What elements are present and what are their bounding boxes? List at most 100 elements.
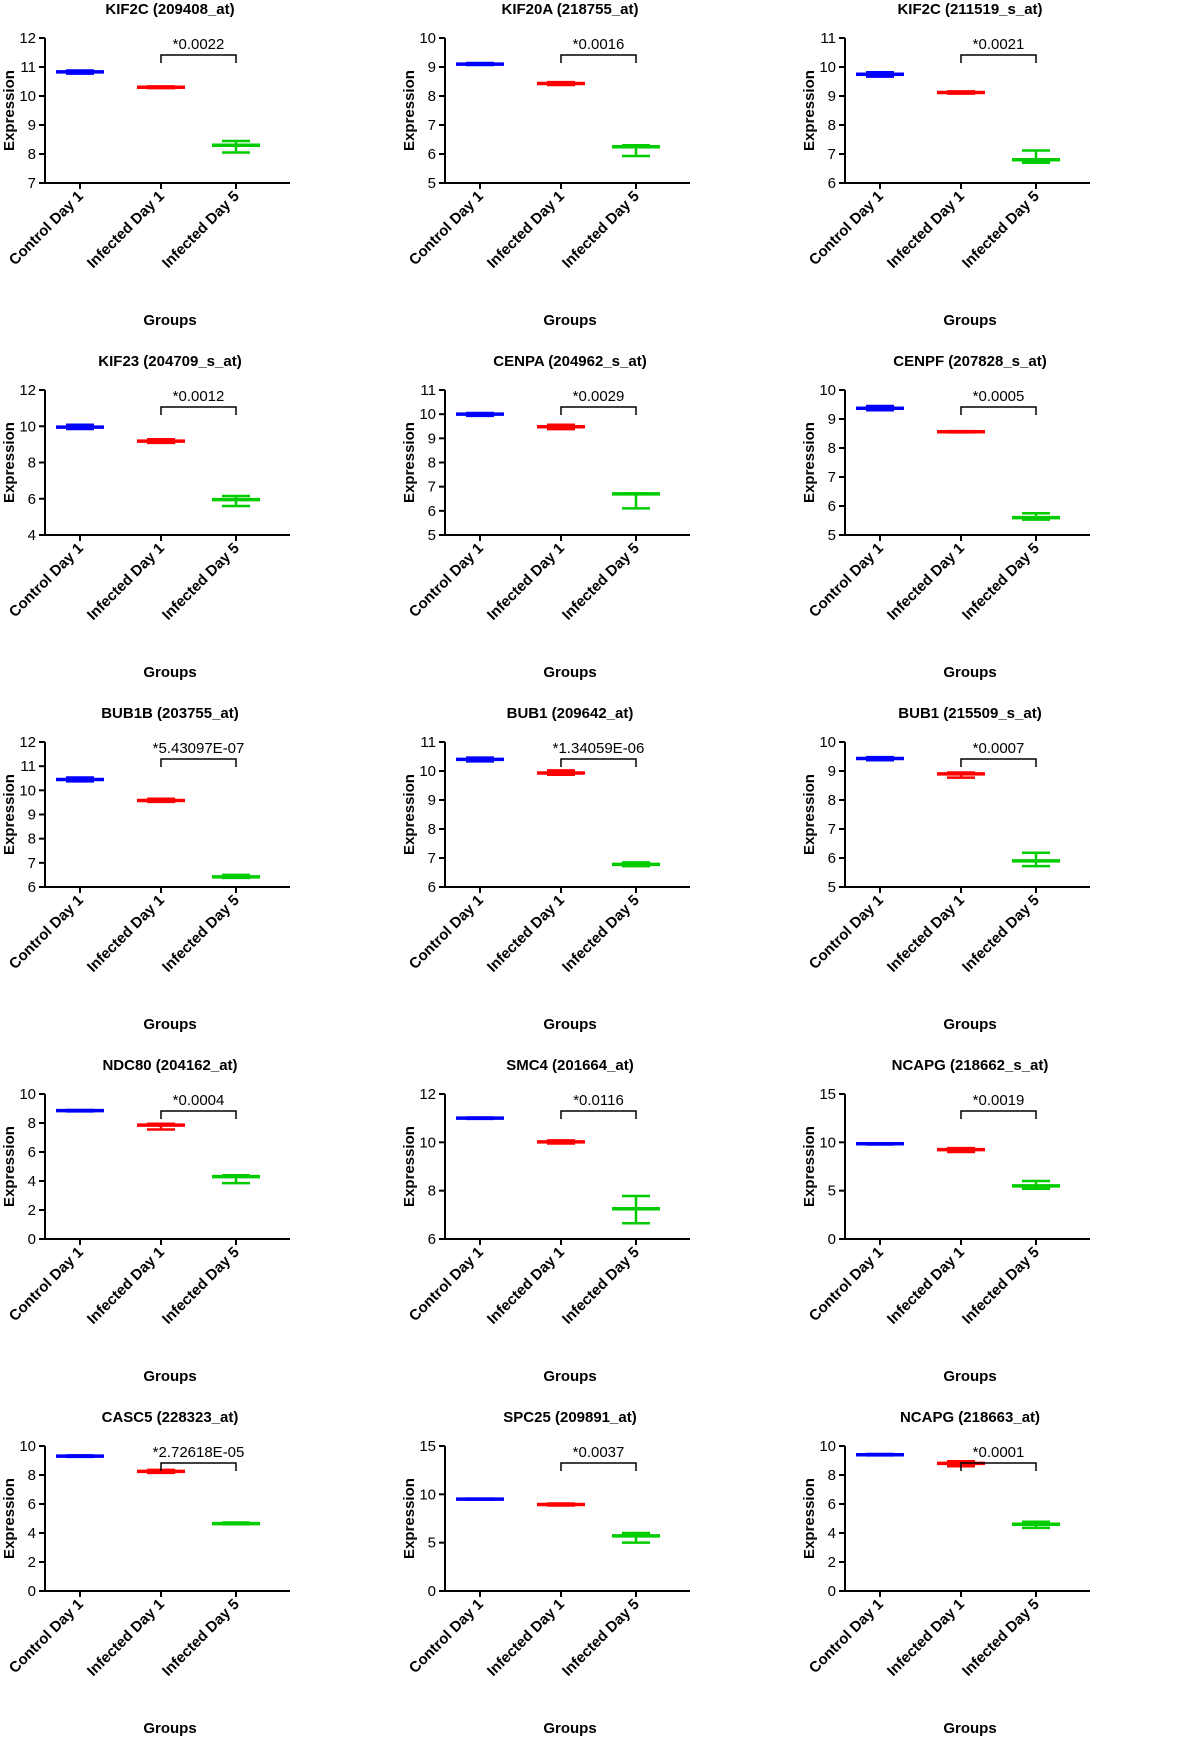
y-axis-title: Expression [1,70,18,151]
y-tick-label: 11 [820,30,836,47]
y-tick-label: 15 [419,1438,436,1455]
x-tick-label: Infected Day 1 [84,1596,168,1680]
y-tick-label: 8 [428,821,436,838]
chart-svg: KIF20A (218755_at) 5 6 7 8 9 10 Expression Contr… [401,1,690,329]
y-tick-label: 5 [828,527,836,544]
y-axis-title: Expression [801,1478,818,1559]
x-tick-label: Infected Day 1 [484,540,568,624]
x-tick-label: Infected Day 5 [959,540,1043,624]
y-tick-label: 7 [828,469,836,486]
y-tick-label: 8 [28,831,36,848]
significance-bracket [960,54,1037,63]
y-tick-label: 6 [428,146,436,163]
x-axis-title: Groups [543,664,596,681]
y-tick-label: 6 [28,1144,36,1161]
y-tick-label: 10 [19,88,36,105]
y-tick-label: 11 [20,59,36,76]
series-marker [856,1142,904,1146]
series-marker [537,80,585,87]
p-value-label: *5.43097E-07 [153,740,245,757]
chart-svg: SPC25 (209891_at) 0 5 10 15 Expression Control… [401,1409,690,1737]
y-tick-label: 0 [828,1231,836,1248]
x-tick-label: Infected Day 1 [884,1244,968,1328]
x-tick-label: Infected Day 5 [159,188,243,272]
x-tick-label: Control Day 1 [406,892,487,973]
significance-bracket [160,406,237,415]
chart-panel: NCAPG (218663_at) 0 2 4 6 8 10 Expression Contro… [800,1408,1181,1755]
series-marker [937,429,985,434]
series-marker [56,1108,104,1113]
chart-title: CASC5 (228323_at) [102,1409,239,1426]
y-tick-label: 11 [420,734,436,751]
x-tick-label: Control Day 1 [806,892,887,973]
y-tick-label: 10 [419,763,436,780]
x-axis-title: Groups [143,1016,196,1033]
chart-svg: KIF23 (204709_s_at) 4 6 8 10 12 Expression Cont… [1,353,290,681]
significance-bracket [560,1110,637,1119]
chart-panel: KIF23 (204709_s_at) 4 6 8 10 12 Expression Cont… [0,352,393,699]
x-axis-title: Groups [143,1368,196,1385]
x-tick-label: Control Day 1 [806,1596,887,1677]
y-tick-label: 10 [419,1486,436,1503]
series-marker [56,1454,104,1459]
x-tick-label: Control Day 1 [806,188,887,269]
y-tick-label: 4 [828,1525,836,1542]
y-tick-label: 10 [819,1438,836,1455]
y-tick-label: 6 [828,1496,836,1513]
significance-bracket [960,758,1037,767]
y-tick-label: 10 [19,1438,36,1455]
chart-title: BUB1 (209642_at) [507,705,634,722]
y-tick-label: 8 [828,792,836,809]
y-tick-label: 8 [28,1115,36,1132]
series-marker [456,1116,504,1121]
series-marker [56,776,104,783]
y-tick-label: 7 [828,146,836,163]
chart-title: KIF20A (218755_at) [501,1,638,18]
series-marker [212,1173,260,1185]
y-axis-title: Expression [801,774,818,855]
y-tick-label: 8 [428,455,436,472]
series-marker [856,1452,904,1457]
series-marker [456,1497,504,1501]
x-tick-label: Infected Day 5 [559,188,643,272]
x-tick-label: Control Day 1 [406,188,487,269]
p-value-label: *0.0005 [973,388,1025,405]
chart-title: SMC4 (201664_at) [506,1057,634,1074]
chart-svg: KIF2C (209408_at) 7 8 9 10 11 12 Expression Cont… [1,1,290,329]
x-tick-label: Control Day 1 [406,1244,487,1325]
x-tick-label: Control Day 1 [6,188,87,269]
x-tick-label: Infected Day 1 [84,1244,168,1328]
chart-svg: KIF2C (211519_s_at) 6 7 8 9 10 11 Expression Con… [801,1,1090,329]
significance-bracket [960,1462,1037,1471]
series-marker [856,404,904,412]
chart-title: BUB1 (215509_s_at) [898,705,1041,722]
series-marker [212,494,260,508]
y-axis-title: Expression [801,1126,818,1207]
y-tick-label: 7 [428,850,436,867]
chart-svg: CENPF (207828_s_at) 5 6 7 8 9 10 Expression Cont… [801,353,1090,681]
y-axis-title: Expression [401,774,418,855]
y-tick-label: 2 [828,1554,836,1571]
chart-svg: CENPA (204962_s_at) 5 6 7 8 9 10 11 Expression Co… [401,353,690,681]
y-tick-label: 6 [828,498,836,515]
y-tick-label: 9 [428,792,436,809]
chart-panel: CASC5 (228323_at) 0 2 4 6 8 10 Expression Contro… [0,1408,393,1755]
x-tick-label: Infected Day 5 [559,1596,643,1680]
series-marker [56,423,104,431]
series-marker [1012,149,1060,164]
y-axis-title: Expression [401,1478,418,1559]
y-tick-label: 12 [19,30,36,47]
series-marker [612,144,660,158]
significance-bracket [160,758,237,767]
chart-panel: KIF2C (209408_at) 7 8 9 10 11 12 Expression Cont… [0,0,393,347]
chart-svg: NDC80 (204162_at) 0 2 4 6 8 10 Expression Contro… [1,1057,290,1385]
chart-panel: BUB1 (215509_s_at) 5 6 7 8 9 10 Expression Contr… [800,704,1181,1051]
y-tick-label: 6 [28,1496,36,1513]
y-tick-label: 6 [28,879,36,896]
series-marker [137,438,185,445]
chart-panel: SMC4 (201664_at) 6 8 10 12 Expression Control … [400,1056,793,1403]
chart-title: KIF2C (209408_at) [105,1,234,18]
chart-panel: NDC80 (204162_at) 0 2 4 6 8 10 Expression Contro… [0,1056,393,1403]
series-marker [537,1139,585,1145]
chart-panel: KIF2C (211519_s_at) 6 7 8 9 10 11 Expression Con… [800,0,1181,347]
